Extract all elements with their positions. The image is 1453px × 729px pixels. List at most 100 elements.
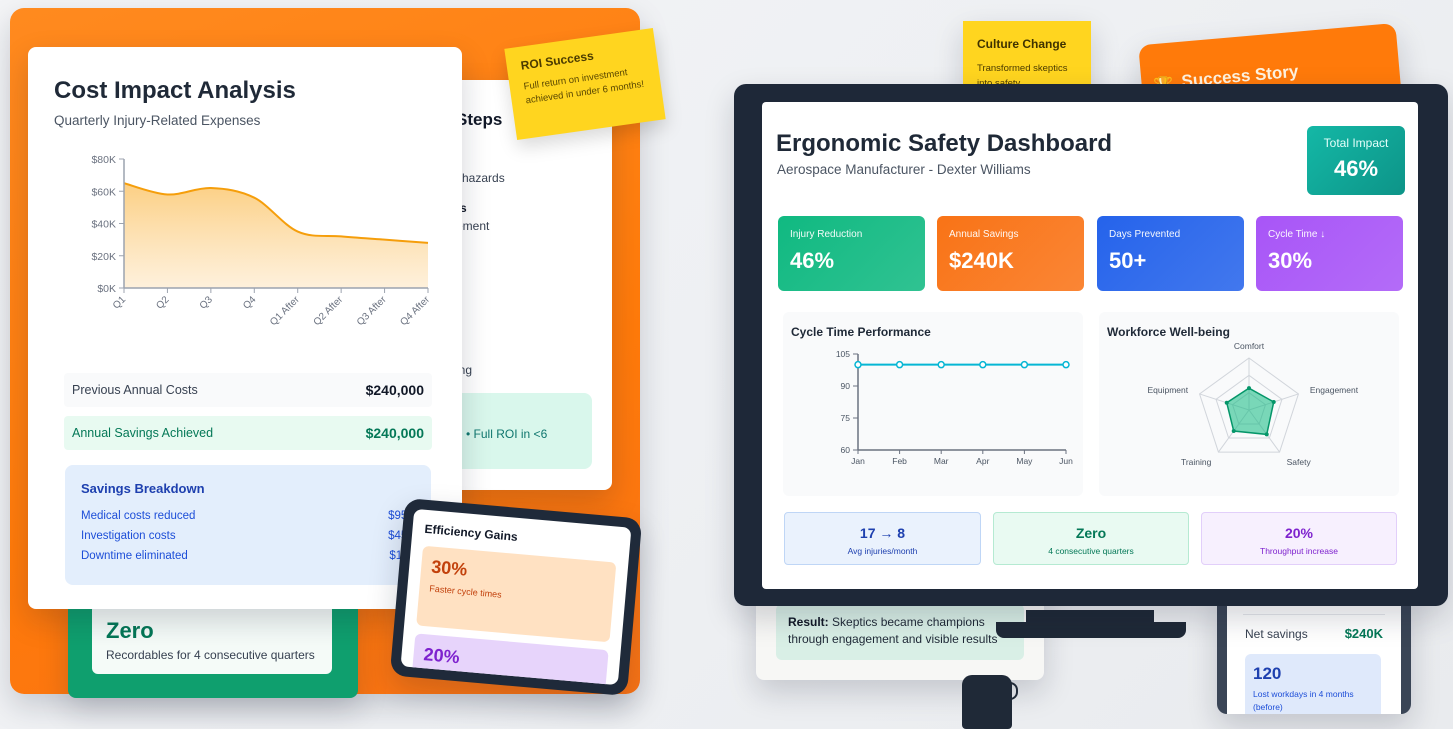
mouse-cord bbox=[1008, 682, 1018, 700]
breakdown-label: Investigation costs bbox=[81, 530, 176, 542]
x-tick-label: Q4 bbox=[241, 294, 259, 312]
cost-impact-card: Cost Impact Analysis Quarterly Injury-Re… bbox=[28, 47, 462, 609]
stat-throughput: 20% Throughput increase bbox=[1201, 512, 1397, 565]
breakdown-row: Downtime eliminated $100 bbox=[81, 550, 415, 562]
stat-zero-quarters: Zero 4 consecutive quarters bbox=[993, 512, 1189, 565]
x-tick-label: May bbox=[1016, 456, 1033, 466]
cost-subtitle: Quarterly Injury-Related Expenses bbox=[54, 113, 261, 128]
x-tick-label: Apr bbox=[976, 456, 989, 466]
y-tick-label: $20K bbox=[91, 251, 116, 263]
cost-area-chart: $0K $20K $40K $60K $80K Q1 Q2 Q3 Q4 Q1 After Q2 Af… bbox=[91, 154, 432, 328]
cycle-time-point bbox=[895, 360, 904, 369]
y-tick-label: 105 bbox=[836, 349, 850, 359]
tablet-screen: Efficiency Gains 30% Faster cycle times … bbox=[400, 508, 632, 686]
previous-costs-label: Previous Annual Costs bbox=[72, 383, 198, 397]
result-label: Result: bbox=[788, 615, 829, 629]
stat-label: Throughput increase bbox=[1260, 546, 1338, 556]
roi-success-sticky-note: ROI Success Full return on investment ac… bbox=[504, 28, 666, 140]
kpi-card-annual-savings: Annual Savings $240K bbox=[937, 216, 1084, 291]
kpi-label: Days Prevented bbox=[1109, 229, 1181, 240]
y-tick-label: 75 bbox=[841, 413, 851, 423]
stat-label: 4 consecutive quarters bbox=[1048, 546, 1134, 556]
lost-workdays-label: Lost workdays in 4 months (before) bbox=[1253, 689, 1354, 712]
radar-series-point bbox=[1271, 399, 1276, 404]
radar-series-point bbox=[1231, 429, 1236, 434]
lost-workdays-value: 120 bbox=[1253, 664, 1282, 683]
cost-title: Cost Impact Analysis bbox=[54, 77, 296, 104]
y-tick-label: 90 bbox=[841, 381, 851, 391]
radar-axis-label: Engagement bbox=[1310, 385, 1359, 395]
breakdown-label: Medical costs reduced bbox=[81, 510, 196, 522]
radar-grid-ring bbox=[1215, 374, 1283, 439]
computer-mouse bbox=[962, 675, 1012, 729]
wellbeing-panel: Workforce Well-being Comfort Engagement Sa… bbox=[1099, 312, 1399, 496]
total-impact-badge: Total Impact 46% bbox=[1307, 126, 1405, 195]
gain-value: 20% bbox=[422, 644, 461, 668]
breakdown-row: Medical costs reduced $95K bbox=[81, 510, 415, 522]
dashboard-subtitle: Aerospace Manufacturer - Dexter Williams bbox=[777, 162, 1031, 177]
y-tick-label: $40K bbox=[91, 219, 116, 231]
radar-axis-label: Comfort bbox=[1234, 341, 1265, 351]
cycle-time-point bbox=[979, 360, 987, 369]
x-tick-label: Mar bbox=[934, 456, 949, 466]
x-tick-label: Q2 bbox=[154, 294, 172, 312]
radar-axis-label: Equipment bbox=[1147, 385, 1188, 395]
radar-grid-ring bbox=[1198, 357, 1300, 453]
radar-axis-label: Safety bbox=[1287, 457, 1312, 467]
breakdown-label: Downtime eliminated bbox=[81, 550, 188, 562]
phone-screen: Net savings $240K 120 Lost workdays in 4… bbox=[1227, 590, 1401, 714]
cost-area-fill bbox=[124, 183, 428, 288]
total-impact-label: Total Impact bbox=[1323, 136, 1389, 150]
stat-label: Avg injuries/month bbox=[847, 546, 918, 556]
kpi-value: 50+ bbox=[1109, 248, 1147, 273]
x-tick-label: Q3 After bbox=[355, 294, 389, 328]
net-savings-row: Net savings $240K bbox=[1245, 626, 1383, 641]
x-tick-label: Feb bbox=[892, 456, 907, 466]
lost-workdays-box: 120 Lost workdays in 4 months (before) bbox=[1245, 654, 1381, 714]
radar-series-area bbox=[1225, 387, 1275, 436]
savings-breakdown: Savings Breakdown Medical costs reduced … bbox=[65, 465, 431, 585]
kpi-card-days-prevented: Days Prevented 50+ bbox=[1097, 216, 1244, 291]
y-tick-label: $0K bbox=[97, 283, 116, 295]
previous-costs-value: $240,000 bbox=[365, 382, 424, 398]
stat-value: Zero bbox=[1075, 525, 1107, 541]
steps-line: ement bbox=[456, 219, 490, 233]
kpi-label: Injury Reduction bbox=[790, 229, 863, 240]
stat-value: 17 → 8 bbox=[859, 525, 906, 541]
wellbeing-title: Workforce Well-being bbox=[1107, 325, 1230, 339]
steps-line: hazards bbox=[462, 171, 505, 185]
kpi-card-cycle-time: Cycle Time ↓ 30% bbox=[1256, 216, 1403, 291]
net-savings-value: $240K bbox=[1344, 626, 1383, 641]
cycle-time-line-chart: 60 75 90 105 Jan Feb Mar Apr May Jun bbox=[836, 349, 1073, 466]
kpi-label: Cycle Time ↓ bbox=[1268, 229, 1326, 240]
roi-text: Full return on investment achieved in un… bbox=[523, 67, 645, 107]
phone-divider bbox=[1243, 614, 1385, 615]
y-tick-label: $60K bbox=[91, 186, 116, 198]
cycle-time-title: Cycle Time Performance bbox=[791, 325, 931, 339]
radar-series-point bbox=[1224, 400, 1229, 405]
wellbeing-radar-chart: Comfort Engagement Safety Training Equipment bbox=[1147, 341, 1359, 467]
steps-roi-note: n • Full ROI in <6 bbox=[450, 393, 592, 469]
previous-costs-row: Previous Annual Costs $240,000 bbox=[64, 373, 432, 407]
efficiency-gain-throughput: 20% bbox=[410, 633, 609, 686]
savings-achieved-value: $240,000 bbox=[365, 425, 424, 441]
net-savings-label: Net savings bbox=[1245, 626, 1308, 641]
result-text: Skeptics became champions through engage… bbox=[788, 615, 998, 647]
radar-series-point bbox=[1247, 386, 1251, 391]
kpi-value: 30% bbox=[1268, 248, 1313, 273]
kpi-value: 46% bbox=[790, 248, 835, 273]
x-tick-label: Q3 bbox=[198, 294, 216, 312]
stat-avg-injuries: 17 → 8 Avg injuries/month bbox=[784, 512, 981, 565]
x-tick-label: Q4 After bbox=[398, 294, 432, 328]
savings-achieved-label: Annual Savings Achieved bbox=[72, 426, 214, 440]
zero-text: Recordables for 4 consecutive quarters bbox=[106, 648, 315, 662]
kpi-value: $240K bbox=[949, 248, 1014, 273]
x-tick-label: Jan bbox=[851, 456, 865, 466]
savings-achieved-row: Annual Savings Achieved $240,000 bbox=[64, 416, 432, 450]
phone-device: Net savings $240K 120 Lost workdays in 4… bbox=[1217, 590, 1411, 714]
x-tick-label: Q1 After bbox=[268, 294, 302, 328]
y-tick-label: $80K bbox=[91, 154, 116, 166]
dashboard-title: Ergonomic Safety Dashboard bbox=[776, 130, 1113, 157]
steps-title: Steps bbox=[456, 110, 503, 129]
result-note: Result: Skeptics became champions throug… bbox=[776, 604, 1024, 660]
